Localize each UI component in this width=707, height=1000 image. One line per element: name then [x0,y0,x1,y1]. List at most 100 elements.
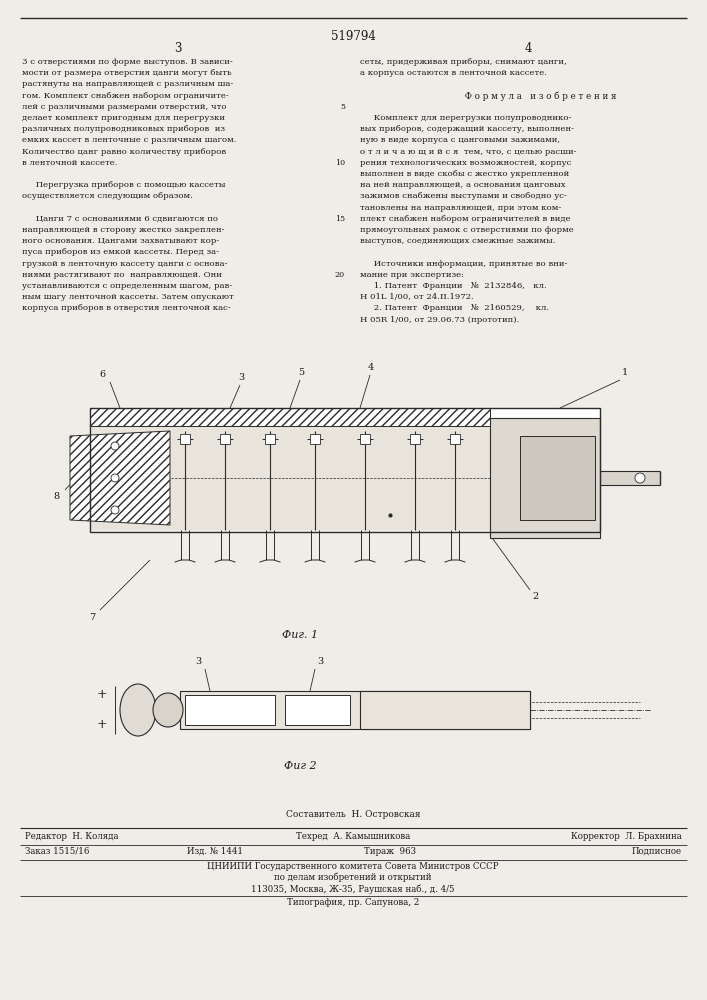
Text: 5: 5 [298,368,304,377]
Text: Типография, пр. Сапунова, 2: Типография, пр. Сапунова, 2 [287,898,419,907]
Text: различных полупроводниковых приборов  из: различных полупроводниковых приборов из [22,125,225,133]
Text: ного основания. Цангами захватывают кор-: ного основания. Цангами захватывают кор- [22,237,219,245]
Text: вых приборов, содержащий кассету, выполнен-: вых приборов, содержащий кассету, выполн… [360,125,574,133]
Bar [490,408,600,426]
Text: рения технологических возможностей, корпус: рения технологических возможностей, корп… [360,159,571,167]
Ellipse shape [120,684,156,736]
Text: Составитель  Н. Островская: Составитель Н. Островская [286,810,420,819]
Text: прямоугольных рамок с отверстиями по форме: прямоугольных рамок с отверстиями по фор… [360,226,574,234]
Ellipse shape [153,693,183,727]
Text: Изд. № 1441: Изд. № 1441 [187,847,243,856]
Bar [185,695,275,725]
Text: 3: 3 [196,657,202,666]
Text: о т л и ч а ю щ и й с я  тем, что, с целью расши-: о т л и ч а ю щ и й с я тем, что, с цель… [360,148,576,156]
Bar [450,434,460,444]
Text: сеты, придерживая приборы, снимают цанги,: сеты, придерживая приборы, снимают цанги… [360,58,567,66]
Text: +: + [97,688,107,702]
Bar [360,434,370,444]
Text: на ней направляющей, а основания цанговых: на ней направляющей, а основания цанговы… [360,181,566,189]
Text: 3: 3 [317,657,323,666]
Bar [180,434,190,444]
Text: 5: 5 [340,103,345,111]
Text: в ленточной кассете.: в ленточной кассете. [22,159,117,167]
Ellipse shape [111,442,119,450]
Text: ЦНИИПИ Государственного комитета Совета Министров СССР: ЦНИИПИ Государственного комитета Совета … [207,862,498,871]
Text: ную в виде корпуса с цанговыми зажимами,: ную в виде корпуса с цанговыми зажимами, [360,136,560,144]
Text: а корпуса остаются в ленточной кассете.: а корпуса остаются в ленточной кассете. [360,69,547,77]
Text: Цанги 7 с основаниями 6 сдвигаются по: Цанги 7 с основаниями 6 сдвигаются по [22,215,218,223]
Ellipse shape [111,506,119,514]
Bar [600,471,660,485]
Text: Техред  А. Камышникова: Техред А. Камышникова [296,832,410,841]
Bar [265,434,275,444]
Text: растянуты на направляющей с различным ша-: растянуты на направляющей с различным ша… [22,80,233,88]
Text: 3: 3 [238,373,244,382]
Text: Корректор  Л. Брахнина: Корректор Л. Брахнина [571,832,682,841]
Text: 4: 4 [525,42,532,55]
Text: делает комплект пригодным для перегрузки: делает комплект пригодным для перегрузки [22,114,225,122]
Text: плект снабжен набором ограничителей в виде: плект снабжен набором ограничителей в ви… [360,215,571,223]
Text: тановлены на направляющей, при этом ком-: тановлены на направляющей, при этом ком- [360,204,561,212]
Text: выполнен в виде скобы с жестко укрепленной: выполнен в виде скобы с жестко укрепленн… [360,170,569,178]
Text: 2. Патент  Франции   №  2160529,    кл.: 2. Патент Франции № 2160529, кл. [360,304,549,312]
Text: 10: 10 [335,159,345,167]
Text: Тираж  963: Тираж 963 [364,847,416,856]
Polygon shape [70,431,170,525]
Bar [92,426,598,530]
Bar [410,434,420,444]
Text: Комплект для перегрузки полупроводнико-: Комплект для перегрузки полупроводнико- [360,114,571,122]
Bar [490,418,600,538]
Text: осуществляется следующим образом.: осуществляется следующим образом. [22,192,193,200]
Text: мание при экспертизе:: мание при экспертизе: [360,271,464,279]
Text: +: + [97,718,107,732]
Text: Редактор  Н. Коляда: Редактор Н. Коляда [25,832,119,841]
Text: 3 с отверстиями по форме выступов. В зависи-: 3 с отверстиями по форме выступов. В зав… [22,58,233,66]
Text: ниями растягивают по  направляющей. Они: ниями растягивают по направляющей. Они [22,271,222,279]
Ellipse shape [111,474,119,482]
Text: грузкой в ленточную кассету цанги с основа-: грузкой в ленточную кассету цанги с осно… [22,260,228,268]
Text: пуса приборов из емкой кассеты. Перед за-: пуса приборов из емкой кассеты. Перед за… [22,248,219,256]
Text: Н 05R 1/00, от 29.06.73 (прототип).: Н 05R 1/00, от 29.06.73 (прототип). [360,316,520,324]
Text: Ф о р м у л а   и з о б р е т е н и я: Ф о р м у л а и з о б р е т е н и я [440,92,617,101]
Text: 113035, Москва, Ж-35, Раушская наб., д. 4/5: 113035, Москва, Ж-35, Раушская наб., д. … [251,884,455,894]
Bar [90,408,600,532]
Text: Фиг 2: Фиг 2 [284,761,316,771]
Text: 519794: 519794 [331,30,375,43]
Text: 4: 4 [368,363,374,372]
Text: устанавливаются с определенным шагом, рав-: устанавливаются с определенным шагом, ра… [22,282,232,290]
Text: 15: 15 [335,215,345,223]
Text: направляющей в сторону жестко закреплен-: направляющей в сторону жестко закреплен- [22,226,225,234]
Text: по делам изобретений и открытий: по делам изобретений и открытий [274,873,432,882]
Text: 1: 1 [622,368,629,377]
Bar [90,408,490,426]
Text: Количество цанг равно количеству приборов: Количество цанг равно количеству приборо… [22,148,226,156]
Text: гом. Комплект снабжен набором ограничите-: гом. Комплект снабжен набором ограничите… [22,92,229,100]
Text: 7: 7 [89,613,95,622]
Ellipse shape [635,473,645,483]
Text: Перегрузка приборов с помощью кассеты: Перегрузка приборов с помощью кассеты [22,181,226,189]
Text: корпуса приборов в отверстия ленточной кас-: корпуса приборов в отверстия ленточной к… [22,304,230,312]
Bar [180,691,530,729]
Text: лей с различными размерами отверстий, что: лей с различными размерами отверстий, чт… [22,103,226,111]
Text: Н 01L 1/00, от 24.II.1972.: Н 01L 1/00, от 24.II.1972. [360,293,474,301]
Text: 2: 2 [532,592,538,601]
Text: 20: 20 [335,271,345,279]
Text: ным шагу ленточной кассеты. Затем опускают: ным шагу ленточной кассеты. Затем опуска… [22,293,234,301]
Text: Источники информации, принятые во вни-: Источники информации, принятые во вни- [360,260,568,268]
Text: 1. Патент  Франции   №  2132846,   кл.: 1. Патент Франции № 2132846, кл. [360,282,547,290]
Text: 8: 8 [54,492,60,501]
Text: Фиг. 1: Фиг. 1 [282,630,318,640]
Text: 6: 6 [99,370,105,379]
Bar [220,434,230,444]
Text: Подписное: Подписное [632,847,682,856]
Text: 3: 3 [174,42,182,55]
Text: выступов, соединяющих смежные зажимы.: выступов, соединяющих смежные зажимы. [360,237,556,245]
Bar [360,691,530,729]
Text: зажимов снабжены выступами и свободно ус-: зажимов снабжены выступами и свободно ус… [360,192,567,200]
Bar [285,695,350,725]
Text: Заказ 1515/16: Заказ 1515/16 [25,847,89,856]
Bar [310,434,320,444]
Bar [520,436,595,520]
Text: емких кассет в ленточные с различным шагом.: емких кассет в ленточные с различным шаг… [22,136,237,144]
Text: мости от размера отверстия цанги могут быть: мости от размера отверстия цанги могут б… [22,69,232,77]
